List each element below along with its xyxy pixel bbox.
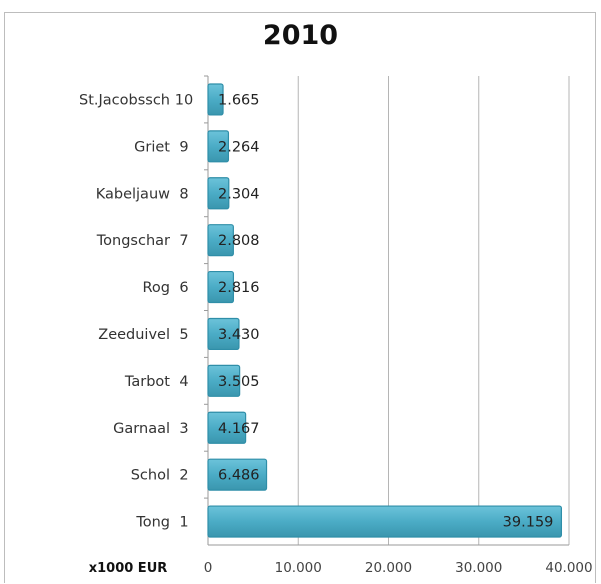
rank-label: 3 [179,421,188,437]
value-label: 4.167 [218,421,260,437]
value-label: 3.505 [218,374,260,390]
rank-label: 10 [175,92,193,108]
bar [207,83,224,116]
chart-frame [4,12,596,583]
rank-label: 4 [179,374,188,390]
value-label: 2.816 [218,280,260,296]
category-label: Garnaal [113,421,170,437]
labels-layer: 0 10.000 20.000 30.000 40.000 x1000 EUR St.Jac… [79,92,593,576]
rank-label: 5 [179,327,188,343]
rank-label: 8 [179,186,188,202]
rank-label: 2 [179,468,188,484]
category-label: St.Jacobssch [79,92,170,108]
x-tick-label: 10.000 [275,560,322,576]
rank-label: 7 [179,233,188,249]
category-label: Tong [135,515,170,531]
x-tick-label: 0 [204,560,213,576]
category-label: Schol [131,468,170,484]
x-tick-label: 20.000 [365,560,412,576]
x-tick-label: 40.000 [545,560,592,576]
x-axis-label: x1000 EUR [89,561,168,576]
value-label: 1.665 [218,92,260,108]
bar [207,505,563,538]
rank-label: 6 [179,280,188,296]
value-label: 2.264 [218,139,260,155]
bar [207,364,241,397]
category-label: Kabeljauw [96,186,170,202]
bar [207,270,235,304]
bar [207,458,268,491]
bar [207,317,240,351]
value-label: 2.808 [218,233,260,249]
category-label: Zeeduivel [98,327,170,343]
bar [207,130,230,163]
category-label: Tongschar [96,233,170,249]
bar [207,177,230,210]
category-label: Rog [143,280,171,296]
value-label: 2.304 [218,186,260,202]
rank-label: 9 [179,139,188,155]
category-label: Griet [134,139,170,155]
value-label: 6.486 [218,468,260,484]
grid-layer [204,75,570,546]
bar [207,411,247,444]
value-label: 39.159 [503,515,554,531]
value-label: 3.430 [218,327,260,343]
category-label: Tarbot [124,374,170,390]
x-tick-label: 30.000 [455,560,502,576]
bars-layer [207,83,563,538]
bar [207,224,234,257]
rank-label: 1 [179,515,188,531]
chart-title: 2010 [262,20,339,51]
